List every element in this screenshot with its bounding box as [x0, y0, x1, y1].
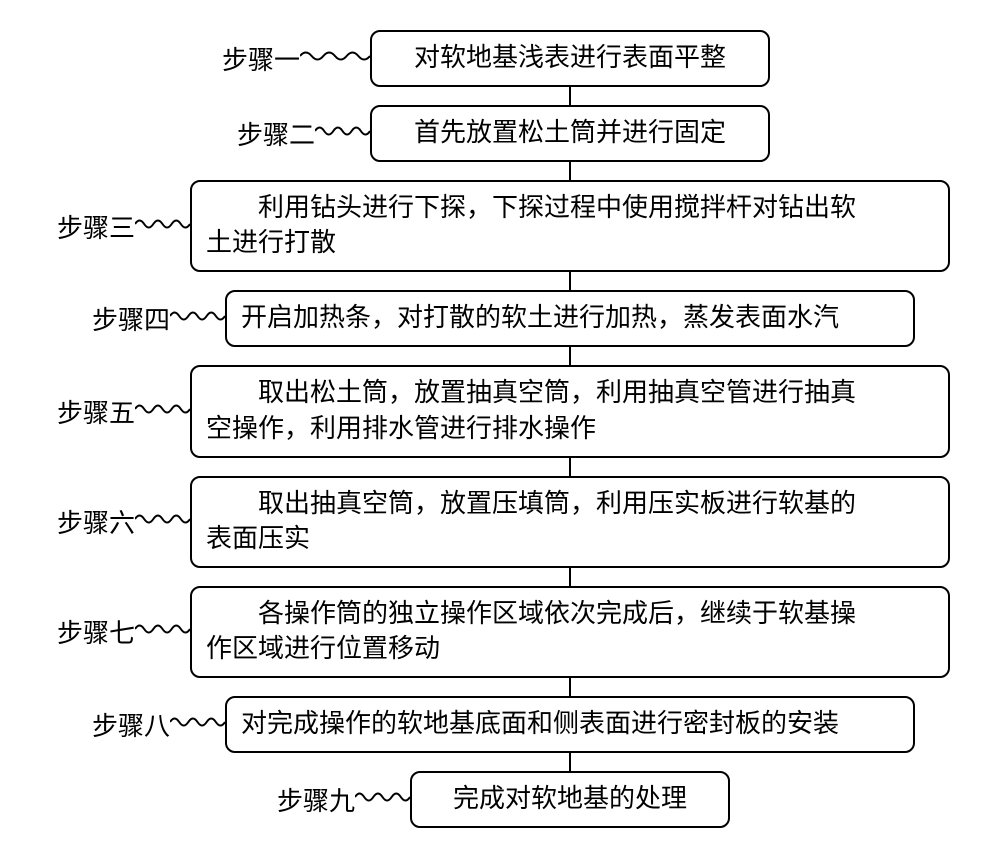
squiggle-connector: [300, 38, 370, 79]
step-text-line: 完成对软地基的处理: [426, 781, 714, 816]
connector-wrap: [50, 678, 950, 696]
step-label: 步骤五: [57, 393, 135, 430]
step-row-8: 步骤八 对完成操作的软地基底面和侧表面进行密封板的安装: [50, 696, 950, 753]
step-label: 步骤七: [57, 613, 135, 650]
step-label: 步骤二: [237, 115, 315, 152]
step-box: 利用钻头进行下探，下探过程中使用搅拌杆对钻出软土进行打散: [190, 180, 950, 272]
step-text-line: 表面压实: [206, 521, 934, 556]
squiggle-connector: [135, 206, 190, 247]
step-label: 步骤六: [57, 503, 135, 540]
squiggle-connector: [170, 298, 225, 339]
step-row-2: 步骤二 首先放置松土筒并进行固定: [50, 105, 950, 162]
step-row-9: 步骤九 完成对软地基的处理: [50, 771, 950, 828]
squiggle-connector: [170, 704, 225, 745]
step-row-3: 步骤三 利用钻头进行下探，下探过程中使用搅拌杆对钻出软土进行打散: [50, 180, 950, 272]
step-box: 取出抽真空筒，放置压填筒，利用压实板进行软基的表面压实: [190, 476, 950, 568]
squiggle-connector: [135, 501, 190, 542]
step-text-line: 空操作，利用排水管进行排水操作: [206, 411, 934, 446]
vertical-connector: [569, 162, 571, 180]
step-box: 首先放置松土筒并进行固定: [370, 105, 770, 162]
step-row-7: 步骤七 各操作筒的独立操作区域依次完成后，继续于软基操作区域进行位置移动: [50, 586, 950, 678]
step-text-line: 开启加热条，对打散的软土进行加热，蒸发表面水汽: [241, 300, 899, 335]
vertical-connector: [569, 87, 571, 105]
connector-wrap: [50, 458, 950, 476]
vertical-connector: [569, 753, 571, 771]
step-text-line: 取出松土筒，放置抽真空筒，利用抽真空管进行抽真: [206, 375, 934, 410]
step-row-1: 步骤一 对软地基浅表进行表面平整: [50, 30, 950, 87]
step-label: 步骤八: [92, 706, 170, 743]
step-text-line: 土进行打散: [206, 225, 934, 260]
step-label: 步骤一: [222, 40, 300, 77]
step-box: 对完成操作的软地基底面和侧表面进行密封板的安装: [225, 696, 915, 753]
step-row-5: 步骤五 取出松土筒，放置抽真空筒，利用抽真空管进行抽真空操作，利用排水管进行排水操…: [50, 365, 950, 457]
step-box: 开启加热条，对打散的软土进行加热，蒸发表面水汽: [225, 290, 915, 347]
vertical-connector: [569, 458, 571, 476]
vertical-connector: [569, 347, 571, 365]
step-box: 取出松土筒，放置抽真空筒，利用抽真空管进行抽真空操作，利用排水管进行排水操作: [190, 365, 950, 457]
step-row-6: 步骤六 取出抽真空筒，放置压填筒，利用压实板进行软基的表面压实: [50, 476, 950, 568]
step-text-line: 对完成操作的软地基底面和侧表面进行密封板的安装: [241, 706, 899, 741]
step-text-line: 取出抽真空筒，放置压填筒，利用压实板进行软基的: [206, 486, 934, 521]
connector-wrap: [50, 753, 950, 771]
step-box: 完成对软地基的处理: [410, 771, 730, 828]
step-box: 对软地基浅表进行表面平整: [370, 30, 770, 87]
vertical-connector: [569, 568, 571, 586]
squiggle-connector: [355, 779, 410, 820]
connector-wrap: [50, 162, 950, 180]
step-text-line: 首先放置松土筒并进行固定: [386, 115, 754, 150]
squiggle-connector: [135, 391, 190, 432]
step-label: 步骤九: [277, 781, 355, 818]
connector-wrap: [50, 568, 950, 586]
flowchart-container: 步骤一 对软地基浅表进行表面平整步骤二 首先放置松土筒并进行固定步骤三 利用钻头进行下…: [20, 30, 980, 828]
vertical-connector: [569, 272, 571, 290]
step-text-line: 作区域进行位置移动: [206, 631, 934, 666]
step-text-line: 各操作筒的独立操作区域依次完成后，继续于软基操: [206, 596, 934, 631]
squiggle-connector: [135, 611, 190, 652]
connector-wrap: [50, 87, 950, 105]
step-row-4: 步骤四 开启加热条，对打散的软土进行加热，蒸发表面水汽: [50, 290, 950, 347]
squiggle-connector: [315, 113, 370, 154]
step-text-line: 利用钻头进行下探，下探过程中使用搅拌杆对钻出软: [206, 190, 934, 225]
step-text-line: 对软地基浅表进行表面平整: [386, 40, 754, 75]
connector-wrap: [50, 347, 950, 365]
step-label: 步骤三: [57, 208, 135, 245]
connector-wrap: [50, 272, 950, 290]
vertical-connector: [569, 678, 571, 696]
step-box: 各操作筒的独立操作区域依次完成后，继续于软基操作区域进行位置移动: [190, 586, 950, 678]
step-label: 步骤四: [92, 300, 170, 337]
